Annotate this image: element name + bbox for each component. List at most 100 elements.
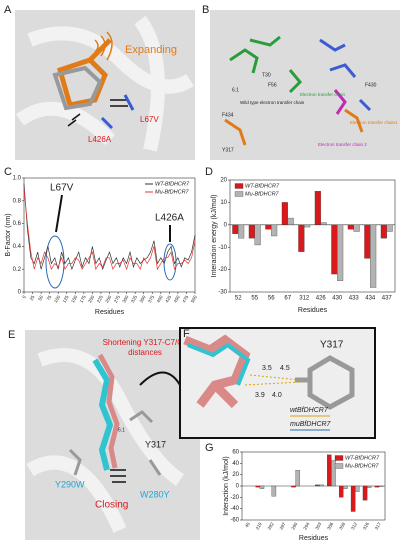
y-tick-label: 20: [232, 472, 239, 478]
bar: [374, 485, 380, 488]
y-tick-label: -40: [230, 506, 239, 512]
bar: [320, 222, 327, 225]
bar: [347, 224, 354, 230]
legend-label: Mu-BfDHCR7: [155, 189, 190, 195]
x-tick-label: 325: [130, 294, 138, 303]
x-tick-label: 225: [96, 294, 104, 303]
panel-label: F: [183, 328, 190, 340]
x-tick-label: 425: [164, 294, 172, 303]
y-tick-label: 10: [220, 200, 227, 206]
arrows: [110, 469, 126, 483]
x-tick-label: 294: [302, 521, 310, 530]
annotation: Closing: [95, 500, 128, 511]
bar: [295, 469, 300, 487]
annotation: Y317: [222, 147, 234, 153]
bar: [248, 224, 255, 239]
x-tick-label: 400: [156, 294, 164, 303]
x-tick-label: 426: [316, 296, 327, 302]
x-tick-label: 317: [374, 521, 382, 530]
bar: [291, 485, 296, 488]
bar: [331, 460, 336, 487]
x-tick-label: 56: [268, 296, 275, 302]
expand-arcs: [94, 31, 113, 61]
annotation: muBfDHCR7: [290, 421, 332, 428]
annotation: Y317: [145, 439, 166, 449]
legend-swatch: [234, 191, 244, 197]
panel-label: C: [4, 166, 12, 178]
y-tick-label: 0.4: [13, 244, 22, 250]
y-tick-label: 0: [224, 222, 228, 228]
y-tick-label: 1.0: [13, 176, 22, 182]
y-axis-title: B-Factor (nm): [5, 213, 12, 256]
bar: [254, 224, 261, 246]
bar: [265, 224, 272, 230]
x-tick-label: 350: [139, 294, 147, 303]
bar: [350, 485, 356, 512]
y-tick-label: 0: [236, 484, 240, 490]
x-axis-title: Residues: [299, 535, 329, 542]
residues-mu: [333, 89, 347, 115]
residues: [224, 108, 364, 146]
x-tick-label: 45: [244, 521, 251, 528]
bar: [238, 224, 245, 239]
legend-swatch: [334, 463, 344, 469]
bar: [259, 485, 265, 489]
y-tick-label: -10: [218, 245, 227, 251]
x-tick-label: 303: [314, 521, 322, 530]
bar: [370, 224, 377, 288]
highlight: [163, 243, 177, 281]
x-tick-label: 500: [190, 294, 198, 303]
x-tick-label: 312: [299, 296, 310, 302]
bar: [271, 224, 278, 237]
bar: [380, 224, 387, 239]
annotation: Wild type electron transfer chain: [240, 100, 305, 105]
bar: [355, 485, 360, 492]
y-tick-label: -20: [218, 267, 227, 273]
bar: [343, 485, 348, 489]
bar: [304, 224, 311, 228]
annotation: Electron transfer chain1: [350, 120, 398, 125]
annotation: Expanding: [125, 44, 177, 56]
arrow: [139, 371, 181, 386]
x-tick-label: 250: [104, 294, 112, 303]
panel-label: B: [202, 4, 209, 16]
annotation: 6.1: [232, 87, 239, 93]
y-axis-title: Interaction (kJ/mol): [223, 456, 230, 516]
distance: [244, 374, 301, 386]
panel-label: E: [8, 329, 15, 341]
x-tick-label: 287: [279, 521, 287, 530]
annotation: L426A: [155, 213, 184, 224]
x-tick-label: 100: [53, 294, 61, 303]
x-tick-label: 275: [113, 294, 121, 303]
y-tick-label: 60: [232, 450, 239, 456]
bar: [337, 224, 344, 281]
y-tick-label: -60: [230, 518, 239, 524]
helix: [15, 15, 194, 152]
y-tick-label: 0.2: [13, 267, 22, 273]
ligand-wt: [56, 38, 112, 108]
annotation: 4.0: [272, 392, 282, 399]
x-tick-label: 25: [29, 294, 36, 301]
bar: [255, 485, 261, 488]
arrows: [67, 99, 128, 127]
tyr: [295, 355, 355, 410]
x-tick-label: 312: [350, 521, 358, 530]
annotation: Electron transfer chain: [300, 92, 346, 97]
annotation: F430: [365, 82, 377, 88]
bar: [327, 454, 332, 487]
ligand-wt: [92, 358, 114, 471]
panel-label: A: [4, 4, 12, 16]
y-tick-label: 40: [232, 461, 239, 467]
arrow: [55, 194, 63, 233]
x-tick-label: 75: [46, 294, 53, 301]
bar: [314, 191, 321, 225]
bar: [315, 484, 320, 487]
y-tick-label: 0.6: [13, 221, 22, 227]
x-tick-label: 0: [21, 294, 27, 299]
bar: [364, 224, 371, 259]
x-tick-label: 150: [70, 294, 78, 303]
annotation: F434: [222, 112, 234, 118]
annotation: F56: [268, 82, 277, 88]
x-tick-label: 175: [79, 294, 87, 303]
